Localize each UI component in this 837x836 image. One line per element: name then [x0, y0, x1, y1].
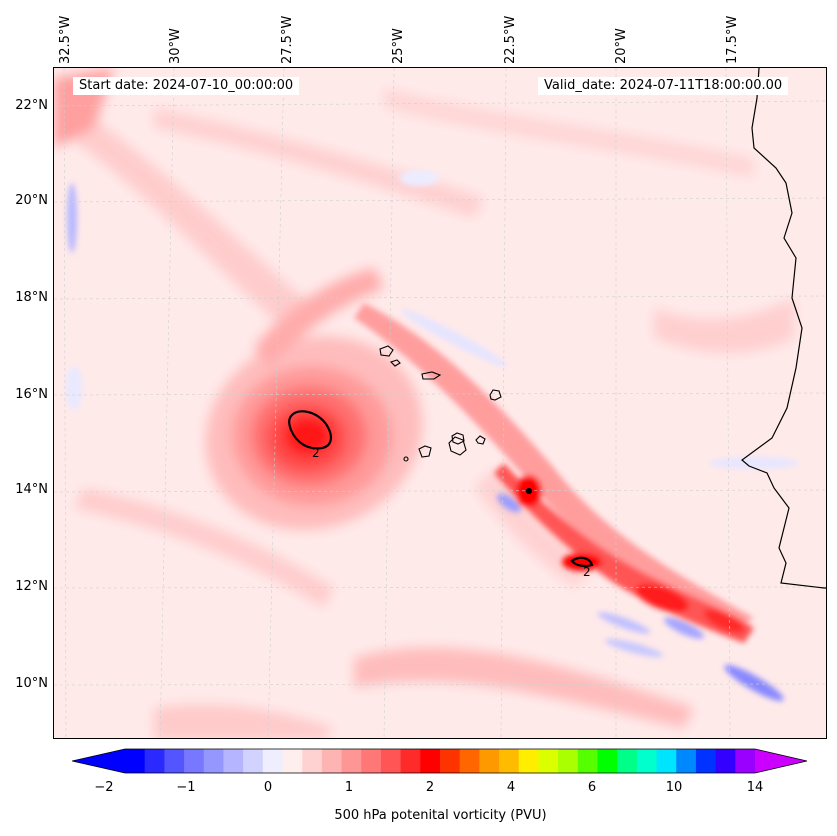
- pv-background-streaks: [54, 68, 794, 738]
- lat-label-14n: 14°N: [15, 482, 48, 497]
- colorbar-cell: [223, 749, 244, 773]
- colorbar-cell: [695, 749, 717, 773]
- lat-label-10n: 10°N: [15, 676, 48, 691]
- colorbar-cell: [282, 749, 303, 773]
- lat-label-12n: 12°N: [15, 579, 48, 594]
- colorbar-cell: [380, 749, 402, 773]
- vortex-pv-maximum: [205, 268, 423, 530]
- pv-field-map: 2 2: [54, 68, 826, 738]
- lon-label-17-5w: 17.5°W: [725, 15, 740, 64]
- colorbar-cell: [617, 749, 638, 773]
- colorbar-cell: [558, 749, 579, 773]
- colorbar-under-arrow: [72, 749, 125, 773]
- colorbar-cell: [302, 749, 323, 773]
- colorbar-cell: [164, 749, 185, 773]
- colorbar-cell: [459, 749, 480, 773]
- colorbar-cell: [341, 749, 362, 773]
- lat-label-16n: 16°N: [15, 387, 48, 402]
- colorbar-tick-0: 0: [263, 780, 273, 795]
- colorbar-tick-1: 1: [344, 780, 354, 795]
- colorbar: [72, 748, 808, 774]
- colorbar-cell: [577, 749, 598, 773]
- valid-date-label: Valid_date: 2024-07-11T18:00:00.00: [538, 77, 789, 95]
- cape-verde-islands: [379, 345, 502, 462]
- colorbar-cell: [676, 749, 697, 773]
- graticule: [54, 68, 826, 738]
- colorbar-cell: [656, 749, 677, 773]
- colorbar-cell: [262, 749, 283, 773]
- contour-label-band: 2: [583, 565, 591, 579]
- colorbar-cell: [243, 749, 264, 773]
- colorbar-tick-10: 10: [665, 780, 683, 795]
- colorbar-cell: [420, 749, 441, 773]
- colorbar-cell: [321, 749, 343, 773]
- colorbar-tick-minus-1: −1: [176, 780, 196, 795]
- lat-label-22n: 22°N: [15, 98, 48, 113]
- lon-label-22-5w: 22.5°W: [503, 15, 518, 64]
- lon-label-32-5w: 32.5°W: [58, 15, 73, 64]
- colorbar-cell: [125, 749, 146, 773]
- colorbar-cell: [479, 749, 500, 773]
- colorbar-label: 500 hPa potenital vorticity (PVU): [334, 808, 547, 823]
- lat-label-20n: 20°N: [15, 193, 48, 208]
- colorbar-cell: [440, 749, 461, 773]
- start-date-label: Start date: 2024-07-10_00:00:00: [73, 77, 300, 95]
- pv-negative-patches: [66, 170, 799, 702]
- lon-label-25w: 25°W: [391, 28, 406, 64]
- contour-label-vortex: 2: [312, 446, 320, 460]
- map-panel: 2 2: [53, 67, 827, 739]
- lon-label-20w: 20°W: [614, 28, 629, 64]
- colorbar-cell: [400, 749, 421, 773]
- lat-label-18n: 18°N: [15, 290, 48, 305]
- colorbar-cell: [597, 749, 618, 773]
- colorbar-tick-2: 2: [425, 780, 435, 795]
- pv-band-southeast: [354, 303, 754, 643]
- colorbar-over-arrow: [755, 749, 807, 773]
- colorbar-cell: [538, 749, 559, 773]
- colorbar-tick-minus-2: −2: [94, 780, 114, 795]
- colorbar-cell: [144, 749, 165, 773]
- colorbar-tick-4: 4: [506, 780, 516, 795]
- colorbar-tick-6: 6: [587, 780, 597, 795]
- colorbar-cell: [499, 749, 520, 773]
- colorbar-cell: [361, 749, 382, 773]
- colorbar-outline: [72, 748, 808, 774]
- colorbar-cell: [735, 749, 756, 773]
- pv-2-contours: [288, 410, 594, 568]
- lon-label-27-5w: 27.5°W: [280, 15, 295, 64]
- coastline-africa: [741, 68, 826, 589]
- colorbar-cell: [518, 749, 539, 773]
- colorbar-cell: [715, 749, 736, 773]
- colorbar-cell: [636, 749, 658, 773]
- colorbar-cell: [203, 749, 224, 773]
- colorbar-tick-14: 14: [746, 780, 764, 795]
- lon-label-30w: 30°W: [168, 28, 183, 64]
- colorbar-cell: [184, 749, 205, 773]
